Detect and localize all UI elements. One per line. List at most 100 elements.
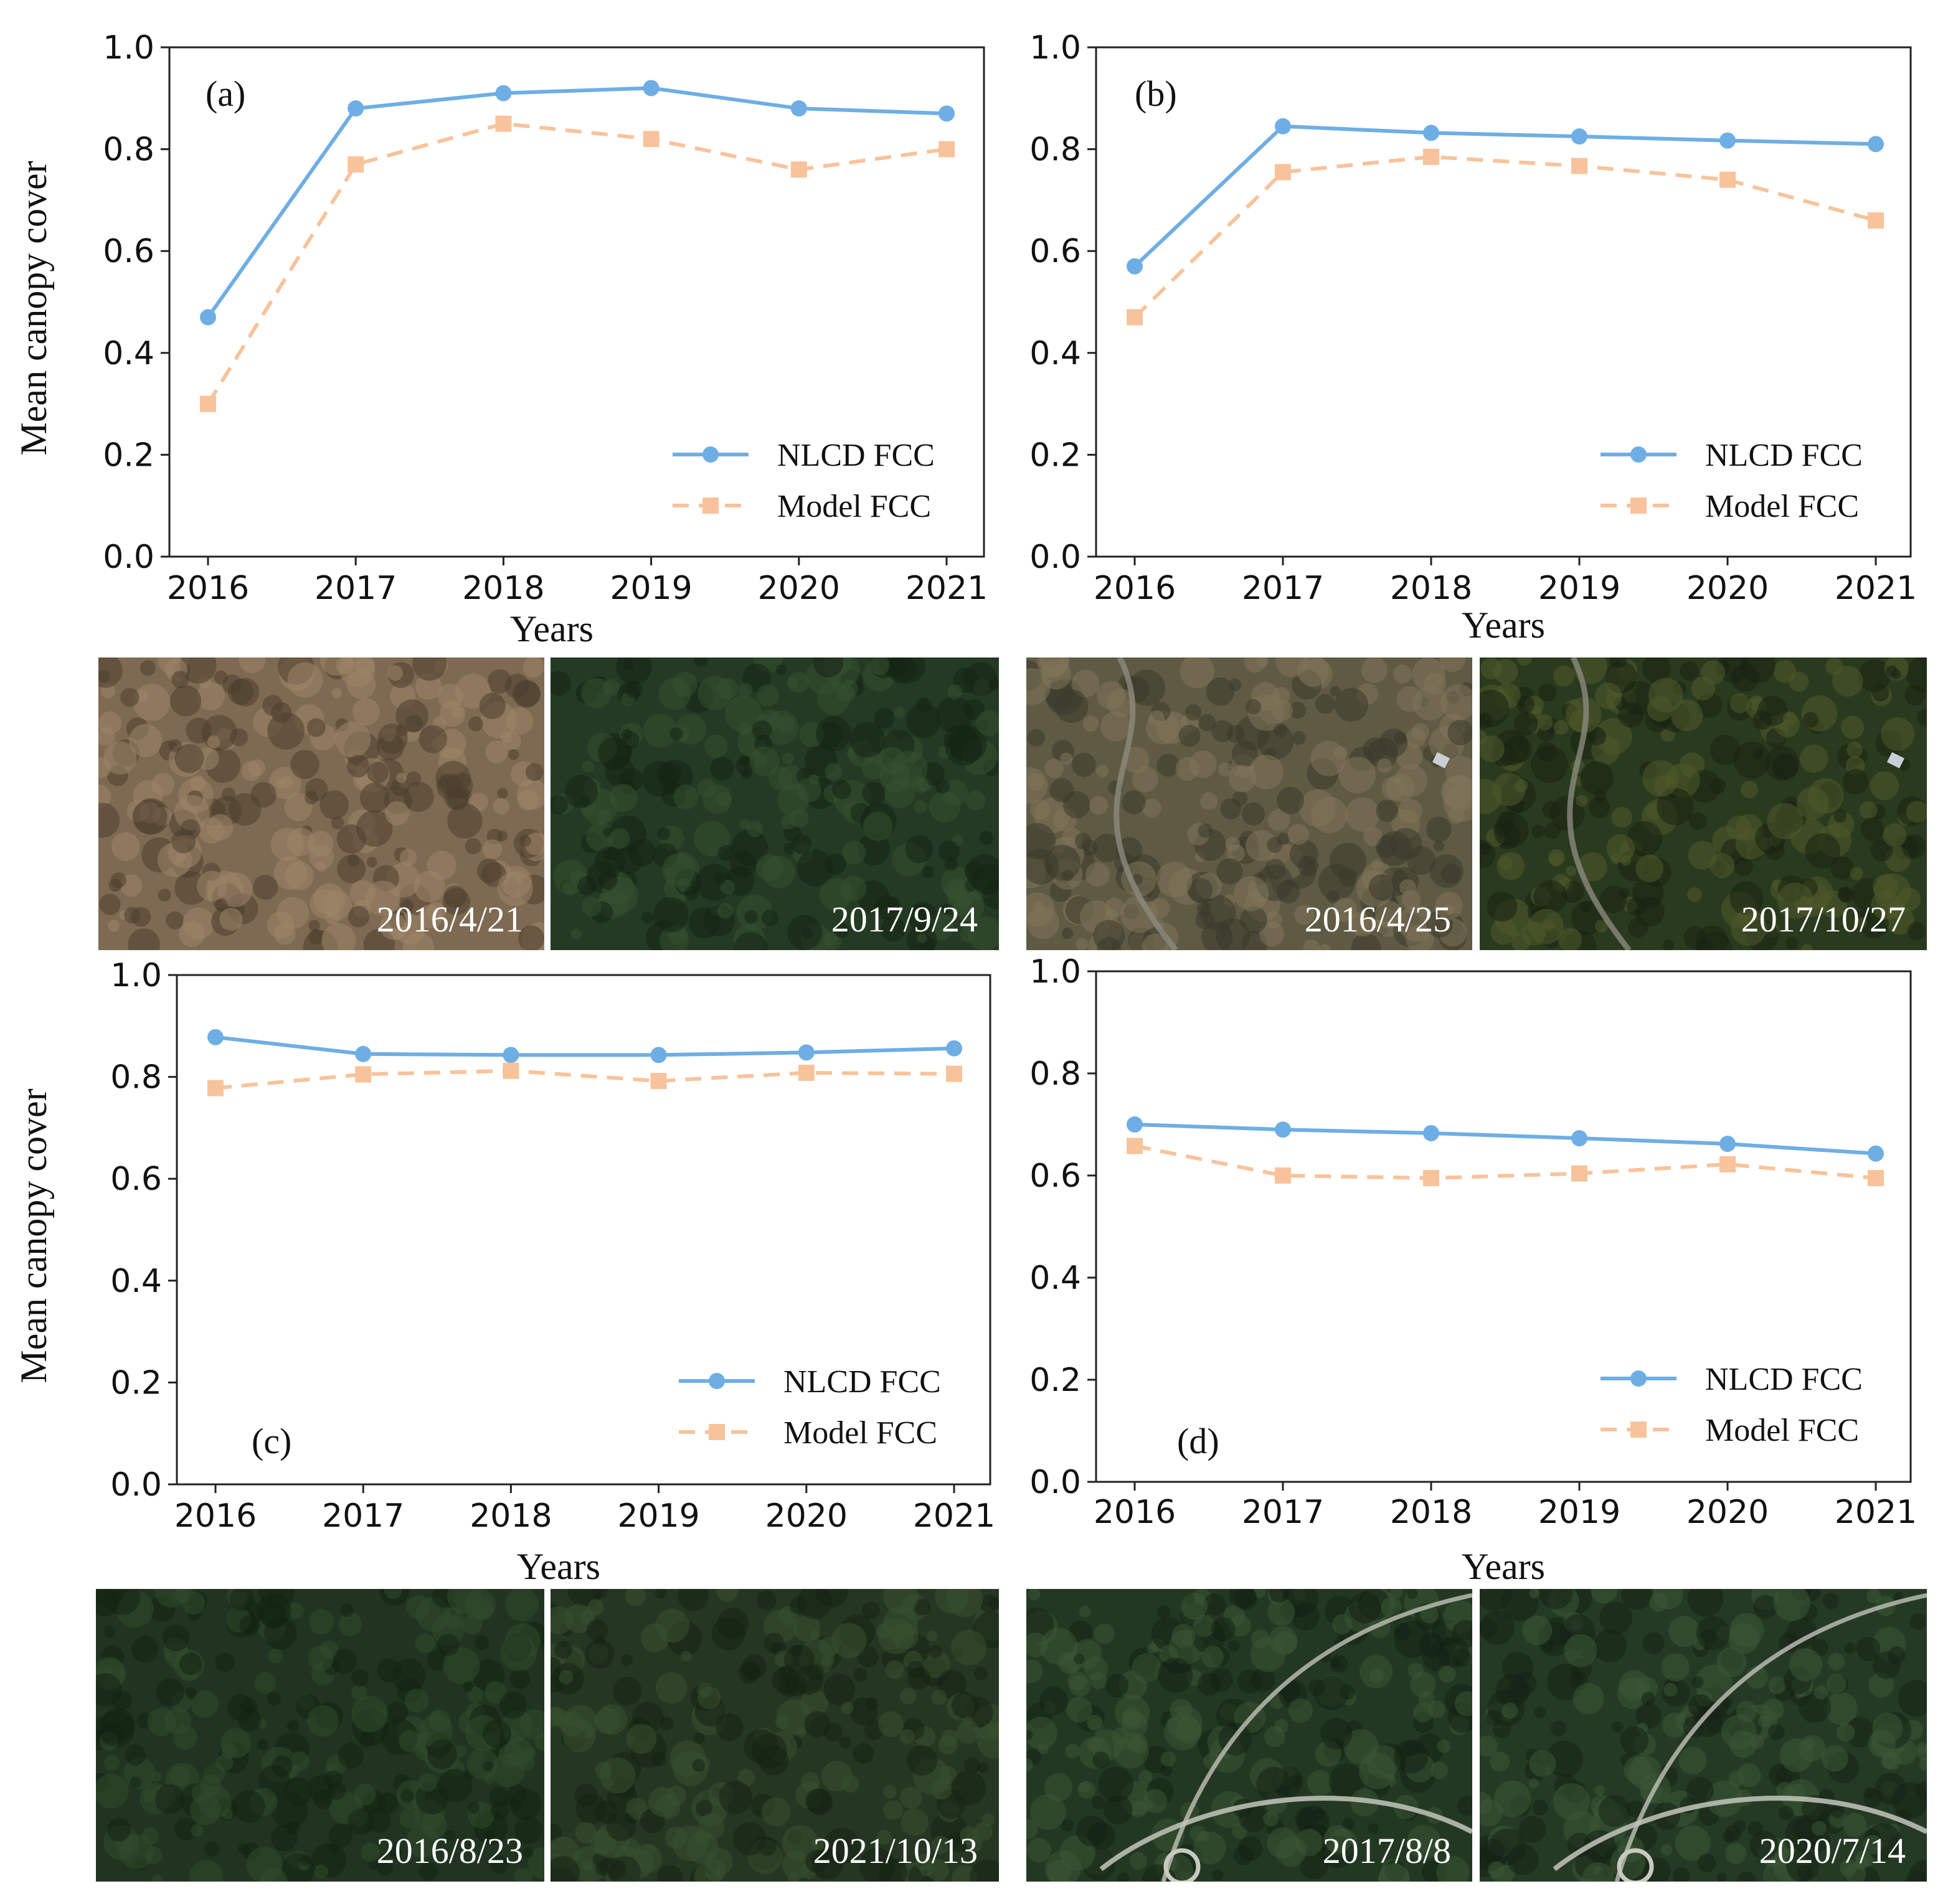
panel-a-x-tick-label: 2020 [758,570,840,607]
panel-d-y-tick-label: 0.8 [1029,1055,1081,1093]
panel-a-legend-entry: Model FCC [673,489,931,524]
panel-d-x-tick-label: 2021 [1835,1494,1917,1531]
panel-d-axes-frame [1095,970,1912,1483]
panel-c-model-series-point [946,1065,962,1082]
panel-b-nlcd-series-line [1133,124,1876,268]
panel-a-legend-swatch-marker [702,497,719,514]
satellite-photo-b-2: 2017/10/27 [1480,657,1927,950]
panel-b-nlcd-series-point [1127,258,1143,275]
panel-c-chart: 0.0 0.2 0.4 0.6 0.8 1.0 2016 2017 2018 2019 2020 20… [13,957,995,1587]
panel-b-model-series-point [1423,148,1439,165]
photo-date-label: 2016/4/21 [377,899,523,940]
panel-c-legend-label: NLCD FCC [783,1364,941,1400]
panel-d-model-series-point [1719,1156,1736,1172]
panel-a-x-tick-label: 2018 [462,570,544,607]
panel-d-model-series-point [1275,1167,1291,1184]
photo-date-label: 2021/10/13 [813,1831,978,1871]
panel-c-nlcd-series-point [503,1047,519,1063]
satellite-photo-a-1: 2016/4/21 [98,657,544,950]
photo-date-label: 2017/10/27 [1741,899,1906,940]
satellite-photo-d-2: 2020/7/14 [1480,1589,1927,1882]
panel-c-y-tick-label: 0.4 [110,1263,162,1300]
panel-b-nlcd-series-point [1868,136,1884,153]
panel-d-y-tick-label: 0.0 [1029,1464,1081,1501]
panel-d-chart: 0.0 0.2 0.4 0.6 0.8 1.0 2016 2017 2018 2019 2020 20… [1029,953,1917,1587]
satellite-photo-a-2: 2017/9/24 [551,657,999,950]
panel-c-y-axis-title: Mean canopy cover [13,1088,54,1383]
panel-c-nlcd-series-point [650,1047,667,1063]
panel-c-y-tick-label: 1.0 [110,957,162,994]
panel-a-x-tick-label: 2017 [314,570,397,607]
panel-b-legend-entry: NLCD FCC [1601,438,1863,473]
panel-b-y-tick-label: 0.0 [1029,539,1081,576]
panel-d-x-tick-label: 2018 [1390,1494,1472,1531]
panel-d-legend-swatch-marker [1630,1370,1647,1387]
panel-a-y-tick-label: 1.0 [103,29,154,67]
panel-c-x-tick-label: 2018 [470,1497,552,1535]
panel-a-x-tick-label: 2016 [167,570,249,607]
panel-a-x-axis-title: Years [510,608,593,649]
panel-b-legend-label: NLCD FCC [1705,438,1863,473]
panel-b-nlcd-series-point [1423,125,1439,141]
photo-date-label: 2017/8/8 [1323,1831,1451,1871]
panel-c-x-axis-title: Years [517,1546,600,1587]
panel-c-x-tick-label: 2020 [765,1497,848,1535]
panel-b-model-series-point [1868,212,1884,229]
panel-b-nlcd-series-point [1571,128,1587,145]
panel-d-model-series-line [1134,1144,1876,1181]
panel-c-nlcd-series-point [355,1045,372,1062]
panel-c-label: (c) [252,1421,291,1461]
panel-a-axes-frame [168,46,985,558]
panel-c-y-tick-label: 0.6 [110,1161,162,1198]
panel-a-nlcd-series-point [200,309,216,326]
panel-a-nlcd-series-point [790,100,807,117]
panel-c-model-series-point [503,1062,519,1079]
panel-c-y-tick-label: 0.8 [110,1059,162,1096]
panel-b-y-tick-label: 1.0 [1029,29,1081,67]
panel-c-model-series-point [207,1080,224,1096]
panel-c-legend-label: Model FCC [783,1415,937,1451]
panel-a-model-series-point [939,141,955,158]
panel-b-y-tick-label: 0.8 [1029,131,1081,169]
panel-b-x-tick-label: 2019 [1538,570,1620,607]
panel-d-nlcd-series-point [1868,1145,1884,1162]
panel-d-x-tick-label: 2016 [1094,1494,1176,1531]
panel-d-y-tick-label: 1.0 [1029,953,1081,991]
panel-b-model-series-line [1133,154,1876,319]
panel-a-model-series-point [200,395,216,412]
panel-c-legend-swatch-marker [709,1424,725,1440]
panel-c-model-series-point [355,1066,372,1083]
panel-b-chart: 0.0 0.2 0.4 0.6 0.8 1.0 2016 2017 2018 2019 2020 20… [1029,29,1917,646]
panel-b-model-series-point [1275,164,1291,181]
panel-b-x-tick-label: 2021 [1835,570,1917,607]
panel-b-y-tick-label: 0.4 [1029,335,1081,372]
panel-a-nlcd-series-point [939,105,955,122]
panel-a-nlcd-series-point [495,85,512,101]
panel-b-axes-frame [1095,46,1912,558]
panel-c-model-series-point [650,1073,667,1090]
panel-c-nlcd-series-line [215,1035,955,1057]
panel-b-y-tick-label: 0.2 [1029,436,1081,474]
panel-a-model-series-point [790,161,807,178]
panel-d-legend-entry: Model FCC [1601,1413,1859,1448]
panel-d-y-tick-label: 0.4 [1029,1260,1081,1297]
panel-c-legend-entry: NLCD FCC [679,1364,941,1400]
panel-c-legend-entry: Model FCC [679,1415,937,1451]
panel-d-label: (d) [1177,1421,1219,1461]
satellite-photo-c-1: 2016/8/23 [96,1589,544,1882]
panel-b-y-tick-label: 0.6 [1029,233,1081,270]
panel-d-x-tick-label: 2019 [1538,1494,1620,1531]
panel-a-nlcd-series-point [643,80,660,97]
panel-d-model-series-point [1423,1170,1439,1187]
panel-c-axes-frame [176,974,991,1486]
panel-d-model-series-point [1868,1170,1884,1187]
panel-b-label: (b) [1135,73,1177,114]
panel-a-model-series-point [495,115,512,132]
photo-date-label: 2016/8/23 [377,1831,523,1871]
panel-c-x-tick-label: 2019 [617,1497,699,1535]
panel-d-nlcd-series-point [1275,1121,1291,1138]
panel-b-legend-swatch-marker [1630,497,1647,514]
panel-a-label: (a) [206,73,245,114]
panel-b-legend-swatch-marker [1630,446,1647,463]
